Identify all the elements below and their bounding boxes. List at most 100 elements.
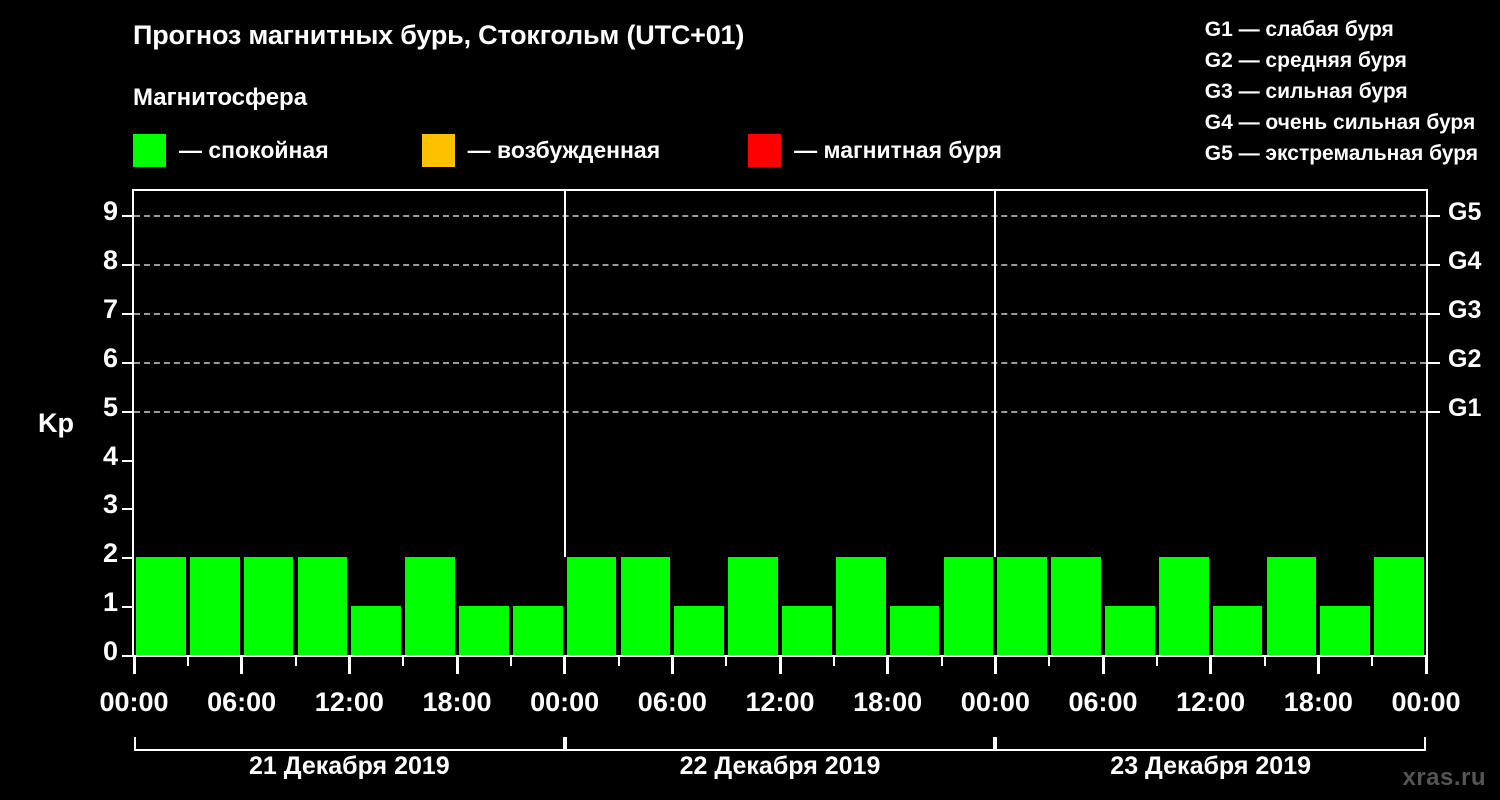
bar-kp xyxy=(674,606,725,655)
bar-kp xyxy=(1266,557,1317,655)
gscale-row-g2: G2 — средняя буря xyxy=(1204,49,1407,72)
x-tick-minor-7 xyxy=(509,657,512,666)
bar-kp xyxy=(1212,606,1263,655)
day-bracket-1 xyxy=(134,737,565,751)
legend-label-unsettled: — возбужденная xyxy=(467,136,661,163)
day-bracket-3 xyxy=(995,737,1426,751)
x-tick-label-2: 12:00 xyxy=(314,687,384,717)
x-tick-major-24 xyxy=(1424,657,1428,674)
x-tick-major-8 xyxy=(563,657,567,674)
bar-kp xyxy=(997,557,1048,655)
gscale-row-g4: G4 — очень сильная буря xyxy=(1204,111,1476,134)
bar-kp xyxy=(459,606,509,655)
bar-kp xyxy=(1158,557,1209,655)
y-tick-label-9: 9 xyxy=(102,196,118,227)
day-label-3: 23 Декабря 2019 xyxy=(1110,752,1312,780)
g-tick-mark-G5 xyxy=(1428,215,1440,218)
bar-kp xyxy=(1320,606,1371,655)
x-tick-minor-1 xyxy=(186,657,189,666)
y-tick-label-0: 0 xyxy=(102,636,118,666)
x-tick-minor-21 xyxy=(1263,657,1266,666)
x-tick-major-10 xyxy=(670,657,674,674)
x-tick-minor-15 xyxy=(940,657,943,666)
y-tick-label-4: 4 xyxy=(102,440,118,471)
x-tick-label-5: 06:00 xyxy=(637,687,707,717)
y-tick-mark-6 xyxy=(122,361,132,364)
y-tick-mark-4 xyxy=(122,459,132,462)
bar-kp xyxy=(620,557,671,655)
legend-swatch-quiet-icon xyxy=(133,133,166,167)
x-tick-label-7: 18:00 xyxy=(853,687,923,717)
g-tick-mark-G4 xyxy=(1428,264,1440,267)
g-tick-label-G5: G5 xyxy=(1448,198,1482,227)
x-tick-major-16 xyxy=(993,657,997,674)
gridline-kp-7 xyxy=(134,313,1426,316)
bar-kp xyxy=(889,606,940,655)
g-tick-label-G3: G3 xyxy=(1448,296,1482,325)
y-tick-mark-0 xyxy=(122,655,132,657)
bar-kp xyxy=(782,606,832,655)
bar-kp xyxy=(943,557,994,655)
legend-label-quiet: — спокойная xyxy=(179,136,329,163)
g-tick-mark-G3 xyxy=(1428,313,1440,316)
x-tick-minor-5 xyxy=(402,657,405,666)
gscale-row-g5: G5 — экстремальная буря xyxy=(1204,142,1478,165)
chart-plot-inner xyxy=(134,191,1426,655)
legend-label-storm: — магнитная буря xyxy=(794,136,1002,163)
x-tick-minor-3 xyxy=(294,657,297,666)
day-separator-1 xyxy=(563,191,566,558)
g-tick-mark-G2 xyxy=(1428,361,1440,364)
y-tick-label-8: 8 xyxy=(102,245,118,276)
g-tick-label-G1: G1 xyxy=(1448,393,1482,422)
y-tick-mark-5 xyxy=(122,410,132,413)
x-tick-minor-13 xyxy=(832,657,835,666)
x-tick-major-4 xyxy=(347,657,351,674)
legend-swatch-storm-icon xyxy=(748,133,782,167)
day-label-2: 22 Декабря 2019 xyxy=(679,752,881,780)
x-tick-label-9: 06:00 xyxy=(1068,687,1138,717)
x-tick-label-12: 00:00 xyxy=(1391,687,1461,717)
y-tick-label-6: 6 xyxy=(102,342,118,373)
bar-kp xyxy=(243,557,294,655)
magnetosphere-legend: — спокойная — возбужденная — магнитная б… xyxy=(133,131,1002,169)
bar-kp xyxy=(1374,557,1424,655)
x-tick-label-0: 00:00 xyxy=(99,687,169,717)
y-tick-label-5: 5 xyxy=(102,391,118,422)
y-tick-label-1: 1 xyxy=(102,587,118,618)
bar-kp xyxy=(1051,557,1101,655)
day-label-1: 21 Декабря 2019 xyxy=(248,752,450,780)
magnetosphere-heading: Магнитосфера xyxy=(133,84,308,111)
x-tick-minor-17 xyxy=(1048,657,1051,666)
x-tick-minor-19 xyxy=(1155,657,1158,666)
x-tick-minor-9 xyxy=(617,657,620,666)
g-tick-mark-G1 xyxy=(1428,410,1440,413)
page-title: Прогноз магнитных бурь, Стокгольм (UTC+0… xyxy=(133,20,745,50)
bar-kp xyxy=(351,606,402,655)
y-tick-label-2: 2 xyxy=(102,538,118,569)
gridline-kp-6 xyxy=(134,361,1426,364)
y-axis-title: Kp xyxy=(38,408,74,438)
y-tick-label-3: 3 xyxy=(102,489,118,520)
bar-kp xyxy=(136,557,186,655)
legend-item-quiet: — спокойная xyxy=(133,133,329,167)
x-tick-label-4: 00:00 xyxy=(530,687,600,717)
x-tick-major-20 xyxy=(1209,657,1213,674)
x-tick-minor-23 xyxy=(1371,657,1374,666)
gridline-kp-5 xyxy=(134,410,1426,413)
gridline-kp-9 xyxy=(134,215,1426,218)
x-tick-label-10: 12:00 xyxy=(1176,687,1246,717)
x-tick-label-6: 12:00 xyxy=(745,687,815,717)
bar-kp xyxy=(728,557,778,655)
day-separator-2 xyxy=(994,191,997,558)
x-tick-major-22 xyxy=(1316,657,1320,674)
x-tick-label-11: 18:00 xyxy=(1283,687,1353,717)
y-tick-mark-2 xyxy=(122,557,132,560)
gscale-row-g1: G1 — слабая буря xyxy=(1204,18,1394,41)
x-tick-major-18 xyxy=(1101,657,1105,674)
chart-plot-area xyxy=(132,189,1428,657)
bar-kp xyxy=(297,557,348,655)
bar-kp xyxy=(835,557,886,655)
x-tick-major-14 xyxy=(886,657,890,674)
day-bracket-2 xyxy=(564,737,996,751)
gridline-kp-8 xyxy=(134,264,1426,267)
